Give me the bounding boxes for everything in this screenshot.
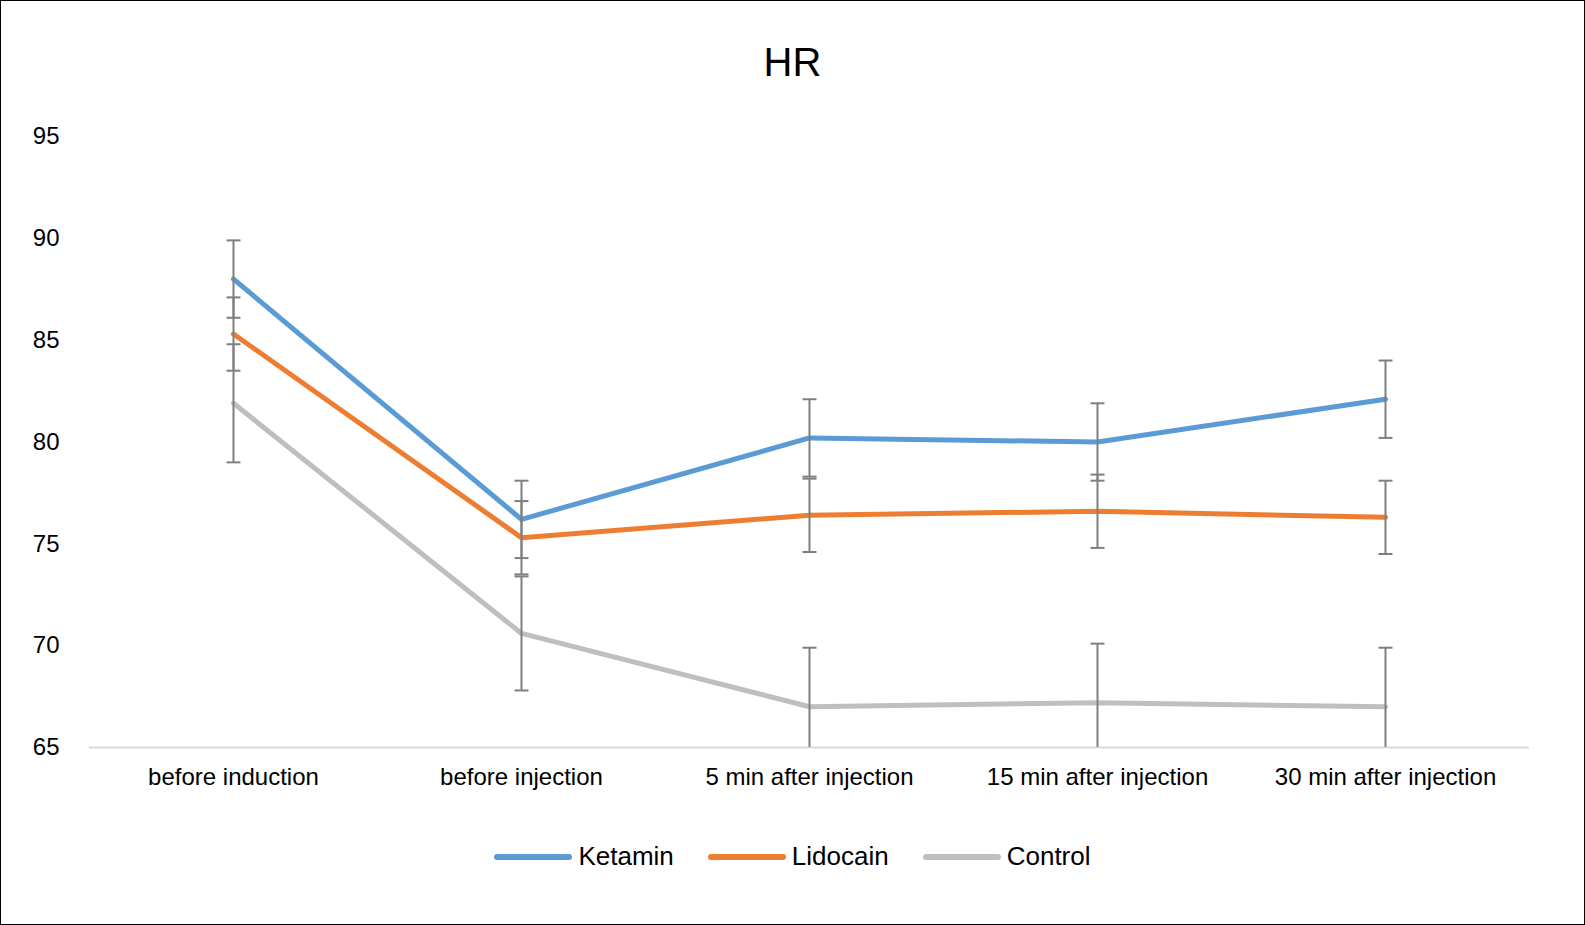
svg-text:65: 65	[33, 733, 60, 760]
svg-text:95: 95	[33, 122, 60, 149]
html-text:Lidocain: Lidocain	[791, 841, 889, 871]
svg-text:70: 70	[33, 631, 60, 658]
svg-text:75: 75	[33, 530, 60, 557]
svg-text:85: 85	[33, 326, 60, 353]
svg-text:30 min after injection: 30 min after injection	[1275, 763, 1496, 790]
svg-text:15 min after injection: 15 min after injection	[987, 763, 1208, 790]
html-text:Ketamin: Ketamin	[578, 841, 674, 871]
svg-text:before injection: before injection	[440, 763, 603, 790]
svg-text:before induction: before induction	[148, 763, 319, 790]
html-text:Control: Control	[1006, 841, 1091, 871]
svg-text:90: 90	[33, 224, 60, 251]
html-text:HR: HR	[763, 40, 822, 84]
svg-text:80: 80	[33, 428, 60, 455]
svg-text:5 min after injection: 5 min after injection	[705, 763, 913, 790]
